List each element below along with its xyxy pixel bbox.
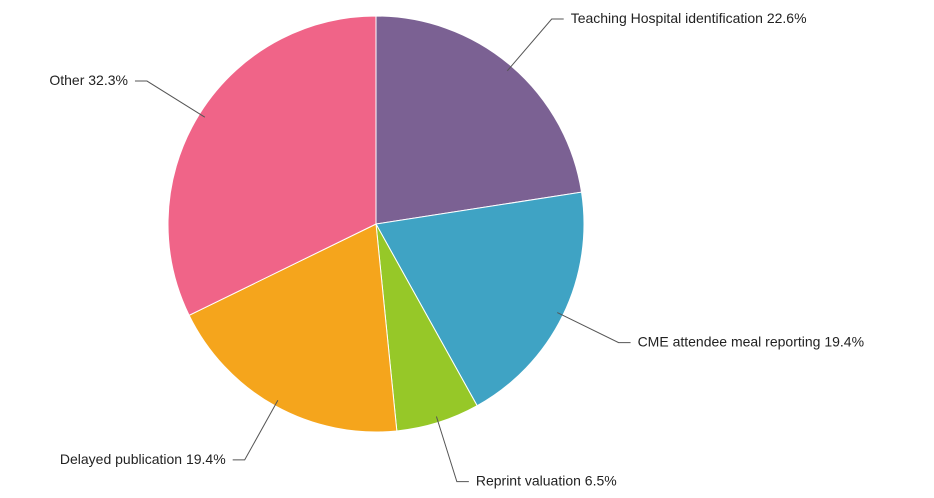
category-label: Reprint valuation	[476, 472, 581, 488]
pie-slice	[375, 15, 583, 225]
slice-label: Reprint valuation 6.5%	[476, 472, 617, 488]
value-label: 19.4%	[186, 451, 226, 467]
slice-label: Delayed publication 19.4%	[60, 451, 226, 467]
category-label: CME attendee meal reporting	[638, 333, 821, 349]
slice-label: Other 32.3%	[49, 72, 128, 88]
slice-label: CME attendee meal reporting 19.4%	[638, 333, 864, 349]
value-label: 6.5%	[585, 472, 617, 488]
leader-line	[557, 312, 631, 344]
leader-line	[435, 416, 469, 483]
leader-line	[232, 400, 279, 461]
value-label: 22.6%	[767, 10, 807, 26]
leader-line	[134, 80, 206, 118]
category-label: Teaching Hospital identification	[571, 10, 763, 26]
slice-label: Teaching Hospital identification 22.6%	[571, 10, 807, 26]
leader-line	[506, 18, 564, 72]
value-label: 19.4%	[824, 333, 864, 349]
value-label: 32.3%	[88, 72, 128, 88]
category-label: Other	[49, 72, 84, 88]
category-label: Delayed publication	[60, 451, 182, 467]
